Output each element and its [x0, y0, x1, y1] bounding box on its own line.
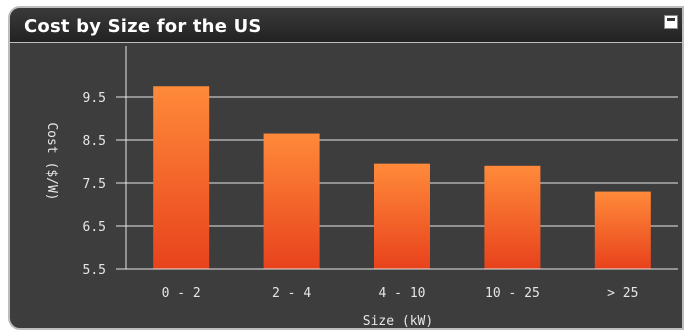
bar[interactable] — [484, 165, 541, 269]
maximize-icon[interactable] — [664, 15, 678, 29]
axes — [116, 46, 678, 270]
x-tick-label: 2 - 4 — [272, 286, 311, 301]
y-tick-label: 9.5 — [83, 91, 106, 106]
widget-titlebar: Cost by Size for the US — [10, 8, 682, 43]
y-tick-label: 8.5 — [83, 134, 106, 149]
x-tick-label: 4 - 10 — [379, 286, 426, 301]
bar[interactable] — [374, 163, 430, 269]
x-tick-label: > 25 — [607, 286, 638, 301]
y-tick-label: 7.5 — [83, 177, 106, 192]
y-axis-label: Cost ($/W) — [44, 122, 59, 200]
y-tick-labels: 5.5 6.5 7.5 8.5 9.5 — [83, 91, 106, 278]
chart-widget: Cost by Size for the US 5.5 6.5 7.5 8.5 9.5 … — [8, 6, 684, 330]
bar[interactable] — [263, 133, 320, 269]
y-tick-label: 5.5 — [83, 263, 106, 278]
bar-chart: 5.5 6.5 7.5 8.5 9.5 0 - 2 2 - 4 4 - 10 10 - 25 >… — [44, 46, 678, 329]
x-axis-label: Size (kW) — [363, 314, 433, 329]
x-tick-label: 10 - 25 — [485, 286, 540, 301]
bars — [153, 86, 651, 269]
widget-title: Cost by Size for the US — [24, 16, 262, 37]
x-tick-labels: 0 - 2 2 - 4 4 - 10 10 - 25 > 25 — [162, 286, 639, 301]
x-tick-label: 0 - 2 — [162, 286, 201, 301]
y-tick-label: 6.5 — [83, 220, 106, 235]
bar[interactable] — [594, 191, 651, 269]
bar[interactable] — [153, 86, 210, 269]
